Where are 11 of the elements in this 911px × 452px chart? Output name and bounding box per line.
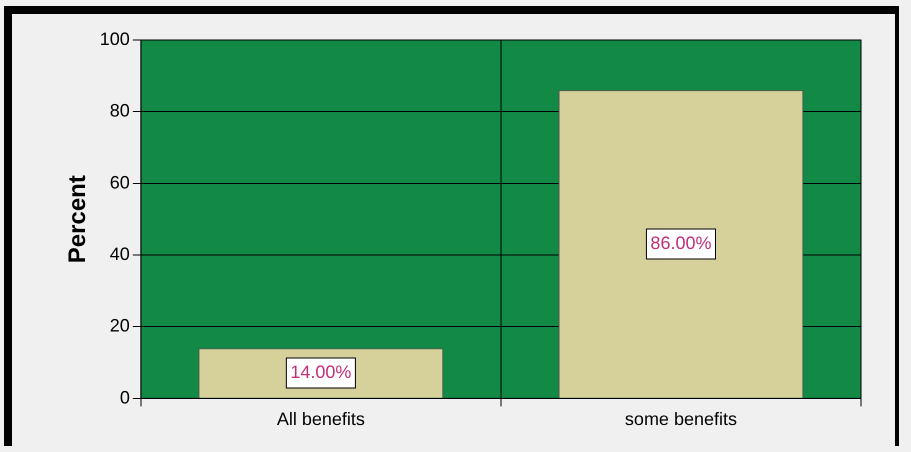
- y-tick-label: 40: [110, 244, 130, 264]
- y-tick-label: 100: [100, 28, 130, 49]
- y-tick-label: 0: [120, 387, 130, 408]
- x-tick-label: some benefits: [624, 409, 737, 430]
- y-axis-title: Percent: [64, 175, 92, 264]
- data-label: 14.00%: [290, 362, 352, 382]
- y-tick-label: 20: [110, 316, 130, 336]
- data-label: 86.00%: [650, 233, 712, 254]
- y-tick-label: 80: [110, 100, 130, 121]
- y-tick-label: 60: [110, 172, 130, 192]
- x-tick-label: All benefits: [276, 409, 365, 430]
